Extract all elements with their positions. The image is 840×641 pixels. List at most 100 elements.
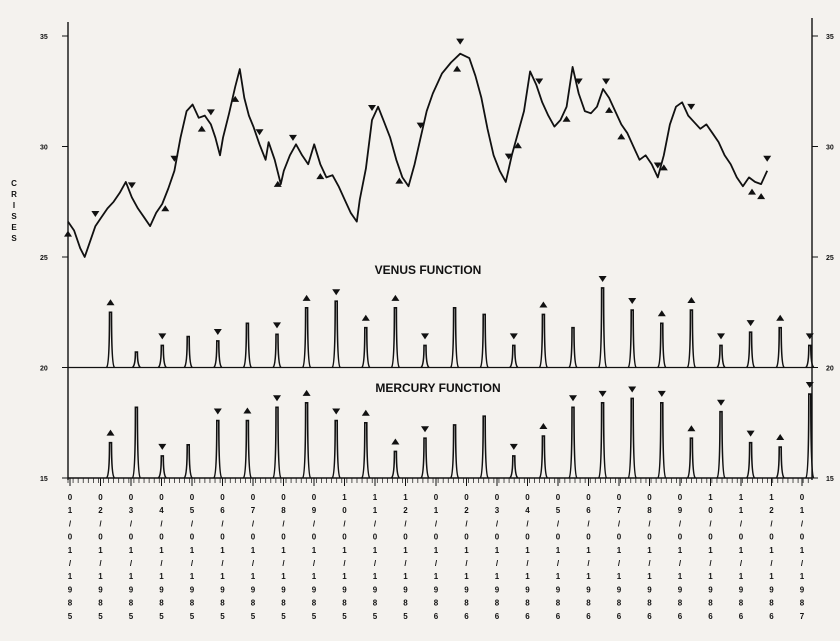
mercury-down-marker [213, 408, 222, 415]
venus-up-marker [539, 301, 548, 308]
venus-down-marker [717, 333, 725, 340]
x-tick-char: 5 [373, 612, 378, 621]
x-tick-char: 1 [495, 572, 500, 581]
x-tick-char: 6 [220, 506, 225, 515]
mercury-up-marker [687, 425, 696, 432]
x-tick-char: 1 [373, 572, 378, 581]
peak-marker [456, 38, 465, 45]
x-tick-char: 1 [251, 572, 256, 581]
x-tick-char: 8 [251, 599, 256, 608]
trough-marker [161, 205, 170, 212]
x-tick-char: / [648, 559, 651, 568]
x-tick-char: 9 [556, 585, 561, 594]
x-tick-char: 1 [68, 572, 73, 581]
x-tick-char: 9 [98, 585, 103, 594]
peak-marker [127, 182, 136, 189]
right-tick-label: 20 [826, 366, 834, 373]
venus-up-marker [687, 297, 696, 304]
venus-up-marker [391, 294, 400, 301]
mercury-spike [775, 446, 785, 479]
venus-spike [183, 335, 193, 369]
mercury-spike [449, 424, 460, 479]
x-tick-char: 1 [800, 546, 805, 555]
mercury-up-marker [776, 434, 785, 441]
mercury-down-marker [332, 408, 341, 415]
x-tick-char: 0 [800, 493, 805, 502]
x-tick-char: / [435, 519, 438, 528]
x-tick-char: 8 [373, 599, 378, 608]
mercury-spike [479, 415, 489, 479]
x-tick-char: 5 [220, 612, 225, 621]
mercury-spike [745, 441, 756, 479]
x-tick-char: / [343, 559, 346, 568]
x-tick-char: 0 [403, 533, 408, 542]
venus-spike [568, 326, 578, 369]
x-tick-char: 1 [434, 506, 439, 515]
x-tick-char: 0 [678, 493, 683, 502]
x-tick-char: 1 [800, 572, 805, 581]
x-tick-char: 8 [495, 599, 500, 608]
venus-spike [627, 309, 637, 369]
crises-series [64, 38, 772, 258]
x-tick-char: / [221, 519, 224, 528]
x-tick-char: 0 [190, 533, 195, 542]
mercury-up-marker [302, 389, 311, 396]
x-tick-char: 8 [159, 599, 164, 608]
x-tick-char: / [709, 519, 712, 528]
x-tick-char: / [69, 519, 72, 528]
mercury-spike [657, 402, 667, 479]
x-tick-char: 8 [556, 599, 561, 608]
x-tick-char: 9 [281, 585, 286, 594]
x-tick-char: 0 [708, 506, 713, 515]
x-tick-char: / [160, 519, 163, 528]
x-tick-char: 9 [769, 585, 774, 594]
x-tick-char: 9 [617, 585, 622, 594]
peak-marker [288, 134, 297, 141]
x-tick-char: 5 [251, 612, 256, 621]
x-tick-char: / [99, 559, 102, 568]
y-label-letter: S [11, 234, 17, 243]
x-tick-char: 1 [312, 572, 317, 581]
x-tick-char: 0 [251, 533, 256, 542]
x-tick-char: 0 [68, 493, 73, 502]
venus-down-marker [421, 333, 429, 340]
mercury-down-marker [657, 390, 666, 397]
x-tick-char: / [99, 519, 102, 528]
x-tick-char: / [465, 519, 468, 528]
mercury-down-marker [717, 399, 725, 406]
peak-marker [763, 155, 772, 162]
x-tick-char: 1 [159, 572, 164, 581]
x-tick-char: / [526, 559, 529, 568]
chart-axes [67, 18, 813, 483]
trough-marker [757, 193, 766, 200]
x-tick-char: 1 [281, 572, 286, 581]
peak-marker [687, 103, 696, 110]
x-tick-char: 6 [525, 612, 530, 621]
venus-spike [745, 331, 756, 369]
left-tick-label: 25 [40, 255, 48, 262]
mercury-spike [213, 419, 223, 479]
x-tick-char: / [740, 559, 743, 568]
y-label-letter: I [13, 201, 15, 210]
x-tick-char: 9 [586, 585, 591, 594]
x-tick-char: 4 [525, 506, 530, 515]
x-tick-char: 8 [98, 599, 103, 608]
right-tick-label: 35 [826, 34, 834, 41]
x-tick-char: 1 [617, 546, 622, 555]
x-tick-char: 5 [556, 506, 561, 515]
trough-marker [395, 177, 404, 184]
x-tick-char: / [679, 559, 682, 568]
right-tick-label: 30 [826, 145, 834, 152]
crises-line [67, 52, 769, 258]
y-label-letter: S [11, 212, 17, 221]
mercury-down-marker [421, 426, 429, 433]
x-tick-char: 0 [800, 533, 805, 542]
x-tick-char: 9 [739, 585, 744, 594]
x-tick-char: 0 [159, 533, 164, 542]
mercury-spike [272, 406, 282, 479]
x-tick-char: / [404, 559, 407, 568]
x-tick-char: 0 [129, 533, 134, 542]
y-label-letter: R [11, 190, 17, 199]
x-tick-char: 1 [373, 493, 378, 502]
x-tick-char: 6 [739, 612, 744, 621]
